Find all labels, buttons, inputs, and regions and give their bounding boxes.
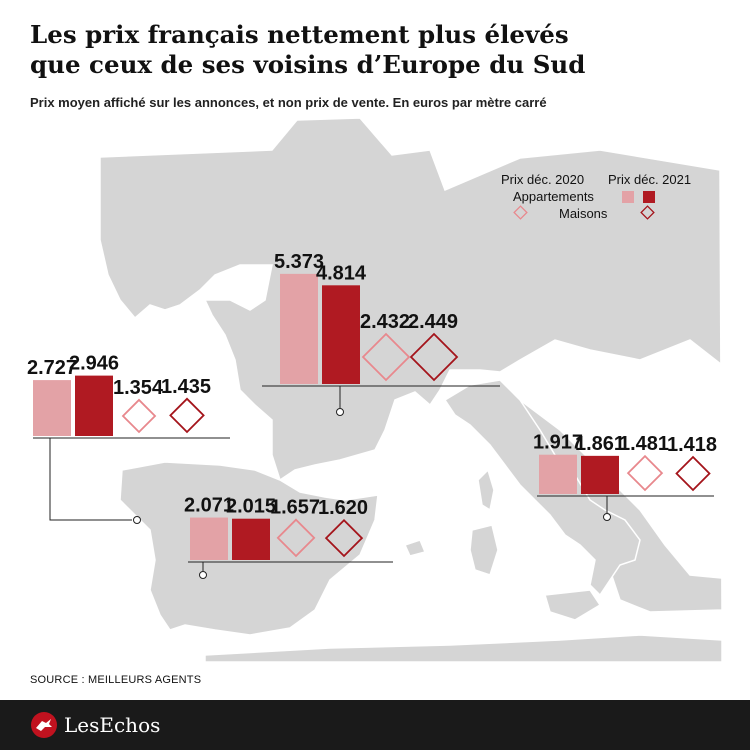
legend: Prix déc. 2020 Prix déc. 2021 Appartemen… (501, 172, 691, 221)
diamond-mai2020-portugal (121, 398, 157, 434)
diamond-mai2020-france (361, 332, 411, 382)
label-apt2021-portugal: 2.946 (69, 353, 119, 375)
map-land-corsica (477, 468, 495, 512)
diamond-mai2021-italy (675, 455, 711, 492)
bar-apt2020-italy (539, 454, 577, 494)
chart-title-line-1: Les prix français nettement plus élevés (30, 20, 569, 49)
legend-row-appartements: Appartements (513, 189, 594, 204)
anchor-dot-spain (199, 571, 207, 579)
chart-subtitle: Prix moyen affiché sur les annonces, et … (30, 95, 547, 110)
legend-swatch-appart-2021 (643, 191, 655, 203)
label-apt2020-portugal: 2.727 (27, 357, 77, 379)
label-mai2020-spain: 1.657 (270, 497, 320, 519)
bar-apt2021-spain (232, 518, 270, 560)
anchor-dot-portugal (133, 516, 141, 524)
chart-title-line-2: que ceux de ses voisins d’Europe du Sud (30, 50, 586, 79)
label-mai2021-portugal: 1.435 (161, 376, 211, 398)
label-apt2021-france: 4.814 (316, 262, 367, 284)
source-note: SOURCE : MEILLEURS AGENTS (30, 674, 202, 686)
map-land-sardinia (469, 524, 499, 576)
legend-diamond-maisons-2020 (513, 205, 528, 220)
label-mai2021-spain: 1.620 (318, 497, 368, 519)
diamond-mai2021-portugal (169, 397, 205, 434)
diamond-mai2021-france (409, 332, 459, 382)
bar-apt2021-portugal (75, 375, 113, 436)
bar-apt2021-italy (581, 455, 619, 494)
footer-bar (0, 700, 750, 750)
diamond-mai2020-spain (276, 518, 316, 558)
diamond-mai2021-spain (324, 518, 364, 558)
label-apt2020-italy: 1.917 (533, 432, 583, 454)
label-mai2021-france: 2.449 (408, 311, 458, 333)
legend-row-maisons: Maisons (559, 206, 608, 221)
label-apt2020-france: 5.373 (274, 251, 324, 273)
leader-line-portugal (49, 438, 132, 521)
bar-apt2020-france (280, 273, 318, 384)
label-mai2020-portugal: 1.354 (113, 377, 164, 399)
bar-apt2021-france (322, 285, 360, 384)
bar-apt2020-spain (190, 517, 228, 560)
brand-logo: LesEchos (64, 713, 161, 737)
map-land-sicily (544, 589, 602, 621)
label-mai2021-italy: 1.418 (667, 434, 717, 456)
chart-title: Les prix français nettement plus élevés … (30, 20, 720, 80)
label-apt2020-spain: 2.071 (184, 495, 234, 517)
les-echos-logo-icon (31, 712, 57, 738)
label-mai2020-italy: 1.481 (619, 433, 669, 455)
label-mai2020-france: 2.432 (360, 311, 410, 333)
legend-swatch-appart-2020 (622, 191, 634, 203)
legend-diamond-maisons-2021 (640, 205, 655, 220)
label-apt2021-italy: 1.861 (575, 433, 625, 455)
map-land-balearics (403, 539, 427, 557)
legend-col-2021: Prix déc. 2021 (608, 172, 691, 187)
label-apt2021-spain: 2.015 (226, 496, 276, 518)
diamond-mai2020-italy (626, 454, 664, 492)
anchor-dot-italy (603, 513, 611, 521)
anchor-dot-france (336, 408, 344, 416)
bar-apt2020-portugal (33, 380, 71, 436)
legend-col-2020: Prix déc. 2020 (501, 172, 584, 187)
map-land-north-africa (204, 634, 723, 663)
